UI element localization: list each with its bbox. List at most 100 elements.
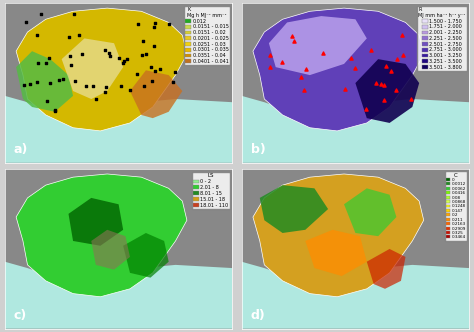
- Point: [37, 11, 45, 16]
- Point: [55, 77, 63, 83]
- Polygon shape: [242, 96, 469, 163]
- Point: [133, 71, 141, 76]
- Point: [156, 66, 164, 71]
- Point: [303, 66, 310, 72]
- Point: [151, 21, 158, 26]
- Point: [46, 80, 54, 85]
- Point: [399, 32, 406, 37]
- Legend: 0 - 2, 2.01 - 8, 8.01 - 15, 15.01 - 18, 18.01 - 110: 0 - 2, 2.01 - 8, 8.01 - 15, 15.01 - 18, …: [191, 172, 230, 209]
- Point: [138, 52, 146, 58]
- Point: [151, 68, 159, 74]
- Polygon shape: [91, 230, 130, 270]
- Point: [101, 47, 109, 53]
- Point: [22, 19, 30, 24]
- Text: d): d): [251, 309, 265, 322]
- Point: [51, 108, 58, 114]
- Point: [27, 81, 34, 87]
- Legend: 0.012, 0.0151 - 0.015, 0.0151 - 0.02, 0.0201 - 0.025, 0.0251 - 0.03, 0.0301 - 0.: 0.012, 0.0151 - 0.015, 0.0151 - 0.02, 0.…: [184, 6, 230, 65]
- Point: [46, 55, 53, 61]
- Point: [291, 39, 298, 44]
- Polygon shape: [16, 8, 187, 131]
- Point: [34, 61, 42, 66]
- Point: [139, 39, 147, 44]
- Polygon shape: [269, 16, 367, 75]
- Point: [387, 68, 394, 73]
- Point: [150, 24, 157, 30]
- Point: [352, 65, 359, 70]
- Point: [266, 52, 274, 58]
- Legend: 0, 0.0012, 0.0062, 0.0416, 0.08, 0.0868, 0.1248, 0.147, 0.2, 0.211, 0.2163, 0.29: 0, 0.0012, 0.0062, 0.0416, 0.08, 0.0868,…: [445, 171, 467, 241]
- Point: [107, 54, 114, 59]
- Point: [363, 106, 370, 111]
- Point: [75, 32, 83, 37]
- Point: [90, 83, 97, 89]
- Polygon shape: [242, 262, 469, 329]
- Point: [66, 34, 73, 39]
- Point: [34, 79, 41, 85]
- Point: [150, 43, 158, 49]
- Point: [400, 52, 407, 57]
- Point: [67, 63, 75, 68]
- Point: [300, 88, 308, 93]
- Point: [33, 33, 41, 38]
- Polygon shape: [5, 96, 232, 163]
- Point: [170, 79, 177, 85]
- Point: [106, 51, 113, 56]
- Point: [393, 56, 401, 62]
- Point: [368, 47, 375, 52]
- Polygon shape: [16, 51, 73, 112]
- Polygon shape: [123, 233, 169, 278]
- Polygon shape: [253, 8, 424, 131]
- Point: [149, 78, 156, 84]
- Point: [171, 70, 179, 75]
- Polygon shape: [305, 230, 367, 276]
- Point: [372, 81, 379, 86]
- Point: [102, 84, 110, 90]
- Point: [123, 56, 130, 61]
- Point: [382, 63, 389, 69]
- Point: [341, 87, 348, 92]
- Polygon shape: [356, 59, 419, 123]
- Point: [82, 83, 89, 89]
- Polygon shape: [253, 174, 424, 297]
- Text: b): b): [251, 143, 265, 156]
- Point: [79, 51, 86, 57]
- Point: [59, 76, 67, 82]
- Legend: 1.500 - 1.750, 1.751 - 2.000, 2.001 - 2.250, 2.251 - 2.500, 2.501 - 2.750, 2.751: 1.500 - 1.750, 1.751 - 2.000, 2.001 - 2.…: [417, 6, 467, 71]
- Point: [119, 60, 127, 65]
- Point: [165, 22, 173, 27]
- Point: [142, 52, 150, 57]
- Point: [392, 87, 400, 92]
- Point: [42, 61, 49, 66]
- Point: [279, 59, 286, 64]
- Point: [266, 65, 273, 70]
- Point: [381, 83, 388, 88]
- Polygon shape: [62, 39, 123, 99]
- Point: [408, 97, 415, 102]
- Polygon shape: [260, 185, 328, 233]
- Point: [71, 78, 79, 83]
- Point: [66, 53, 74, 58]
- Point: [70, 11, 78, 16]
- Point: [20, 82, 27, 87]
- Point: [92, 96, 100, 102]
- Point: [134, 22, 142, 27]
- Polygon shape: [344, 188, 396, 236]
- Point: [51, 107, 58, 112]
- Polygon shape: [5, 262, 232, 329]
- Point: [115, 55, 123, 60]
- Point: [127, 87, 134, 93]
- Point: [298, 74, 305, 80]
- Polygon shape: [69, 198, 123, 246]
- Point: [380, 97, 387, 103]
- Text: a): a): [14, 143, 28, 156]
- Point: [288, 33, 296, 39]
- Point: [118, 83, 125, 88]
- Polygon shape: [367, 249, 405, 289]
- Polygon shape: [130, 70, 182, 118]
- Point: [347, 55, 355, 60]
- Point: [120, 58, 128, 64]
- Point: [140, 83, 148, 88]
- Point: [101, 90, 109, 95]
- Point: [319, 50, 327, 55]
